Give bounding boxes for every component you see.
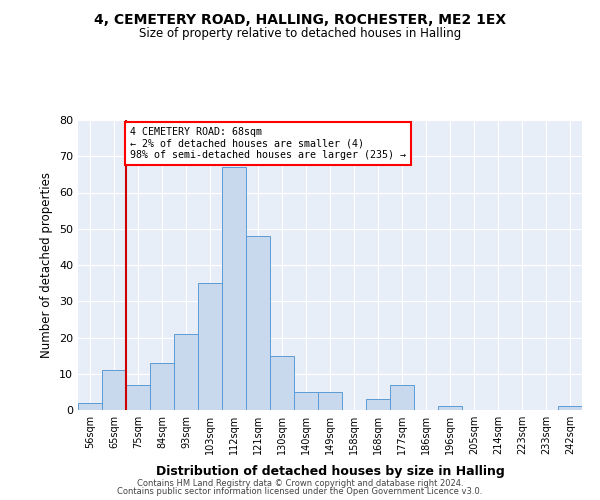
- Text: Size of property relative to detached houses in Halling: Size of property relative to detached ho…: [139, 28, 461, 40]
- Bar: [246, 236, 270, 410]
- Bar: [126, 384, 150, 410]
- Bar: [270, 356, 294, 410]
- Bar: [102, 370, 126, 410]
- Bar: [318, 392, 342, 410]
- Bar: [438, 406, 462, 410]
- Bar: [558, 406, 582, 410]
- Bar: [222, 167, 246, 410]
- Bar: [78, 403, 102, 410]
- Bar: [390, 384, 414, 410]
- Bar: [198, 283, 222, 410]
- Y-axis label: Number of detached properties: Number of detached properties: [40, 172, 53, 358]
- Bar: [150, 363, 174, 410]
- Text: 4, CEMETERY ROAD, HALLING, ROCHESTER, ME2 1EX: 4, CEMETERY ROAD, HALLING, ROCHESTER, ME…: [94, 12, 506, 26]
- Text: Contains HM Land Registry data © Crown copyright and database right 2024.: Contains HM Land Registry data © Crown c…: [137, 478, 463, 488]
- X-axis label: Distribution of detached houses by size in Halling: Distribution of detached houses by size …: [155, 466, 505, 478]
- Text: 4 CEMETERY ROAD: 68sqm
← 2% of detached houses are smaller (4)
98% of semi-detac: 4 CEMETERY ROAD: 68sqm ← 2% of detached …: [130, 127, 406, 160]
- Text: Contains public sector information licensed under the Open Government Licence v3: Contains public sector information licen…: [118, 487, 482, 496]
- Bar: [294, 392, 318, 410]
- Bar: [366, 399, 390, 410]
- Bar: [174, 334, 198, 410]
